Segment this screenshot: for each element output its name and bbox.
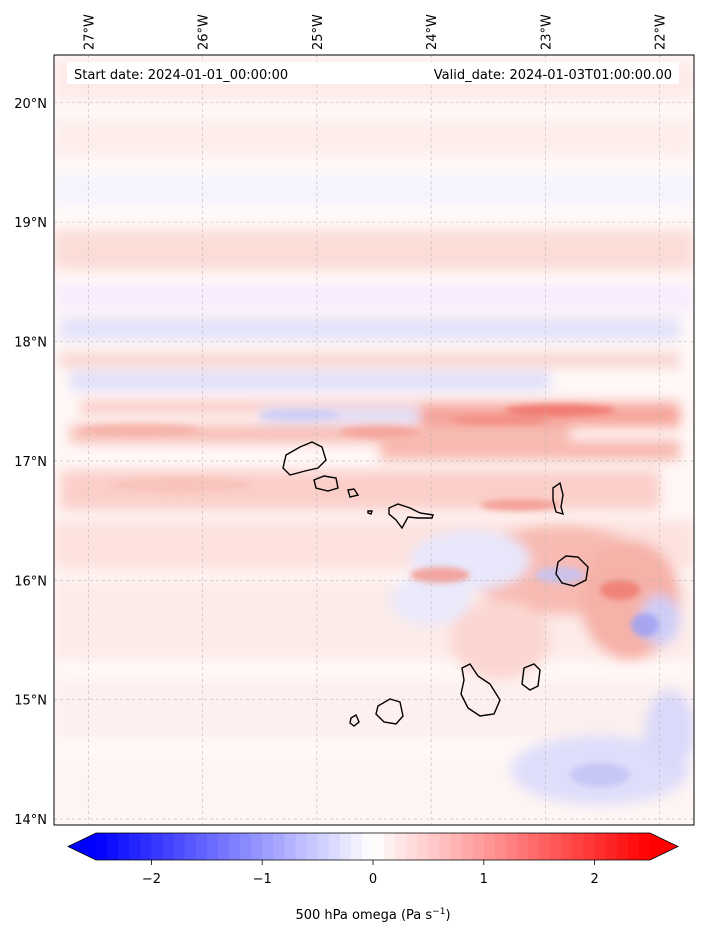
omega-field <box>54 55 694 825</box>
colorbar-outline <box>67 832 679 861</box>
valid-date-label: Valid_date: 2024-01-03T01:00:00.00 <box>434 68 672 83</box>
branco-islet <box>367 510 373 515</box>
colorbar-cell <box>206 833 219 860</box>
date-header-box <box>67 62 679 84</box>
colorbar-cell <box>151 833 163 860</box>
santiago-island <box>460 663 501 717</box>
colorbar-cell <box>350 833 363 860</box>
boa-vista-island <box>555 555 589 587</box>
colorbar-cell <box>262 833 274 860</box>
colorbar-cell <box>284 833 296 860</box>
colorbar-cell <box>317 833 330 860</box>
colorbar-low-extension <box>68 833 96 860</box>
santo-antao-island <box>282 441 327 476</box>
longitude-labels: 27°W 26°W 25°W 24°W 23°W 22°W <box>82 14 668 50</box>
colorbar-cell <box>450 833 463 860</box>
colorbar-cell <box>406 833 418 860</box>
coastlines <box>282 441 589 727</box>
longitude-label: 27°W <box>82 14 97 50</box>
colorbar-cell <box>273 833 285 860</box>
sao-nicolau-island <box>388 503 434 530</box>
colorbar-cell <box>561 833 573 860</box>
colorbar-cell <box>328 833 341 860</box>
longitude-label: 24°W <box>425 14 440 50</box>
latitude-label: 16°N <box>14 574 47 589</box>
colorbar-cell <box>173 833 186 860</box>
colorbar-cell <box>162 833 175 860</box>
colorbar-cell <box>251 833 263 860</box>
santa-luzia-island <box>347 488 360 498</box>
colorbar-cell <box>195 833 208 860</box>
colorbar-cell <box>605 833 618 860</box>
longitude-label: 22°W <box>654 14 669 50</box>
latitude-label: 14°N <box>14 813 47 828</box>
colorbar-cell <box>505 833 518 860</box>
colorbar-title: 500 hPa omega (Pa s−1) <box>295 907 450 923</box>
colorbar-cell <box>483 833 496 860</box>
colorbar-cell <box>616 833 629 860</box>
fogo-island <box>375 698 404 725</box>
colorbar-cell <box>96 833 108 860</box>
colorbar-cell <box>395 833 407 860</box>
colorbar-cell <box>140 833 152 860</box>
colorbar-cell <box>384 833 396 860</box>
colorbar-cell <box>428 833 440 860</box>
colorbar-cell <box>494 833 507 860</box>
colorbar-gradient <box>96 833 651 860</box>
sal-island <box>552 481 565 516</box>
colorbar-cell <box>373 833 385 860</box>
colorbar-cell <box>638 833 651 860</box>
latitude-labels: 20°N 19°N 18°N 17°N 16°N 15°N 14°N <box>14 97 47 828</box>
map-gridlines <box>54 55 694 825</box>
longitude-label: 25°W <box>311 14 326 50</box>
colorbar-cell <box>517 833 529 860</box>
colorbar-cell <box>627 833 640 860</box>
maio-island <box>521 663 541 691</box>
colorbar-cell <box>572 833 585 860</box>
colorbar-cell <box>417 833 429 860</box>
colorbar-cell <box>295 833 308 860</box>
colorbar-cell <box>594 833 607 860</box>
colorbar-cell <box>461 833 474 860</box>
colorbar-cell <box>107 833 119 860</box>
colorbar-tick-label: 1 <box>480 872 488 887</box>
colorbar: −2 −1 0 1 2 500 hPa omega (Pa s−1) <box>67 832 679 923</box>
colorbar-tick-label: 0 <box>369 872 377 887</box>
colorbar-tick-label: −2 <box>142 872 161 887</box>
colorbar-cell <box>118 833 130 860</box>
brava-island <box>349 713 360 727</box>
colorbar-cell <box>550 833 562 860</box>
latitude-label: 17°N <box>14 455 47 470</box>
colorbar-cell <box>228 833 241 860</box>
latitude-label: 15°N <box>14 694 47 709</box>
longitude-label: 26°W <box>197 14 212 50</box>
colorbar-ticks: −2 −1 0 1 2 <box>142 860 599 887</box>
colorbar-cell <box>439 833 452 860</box>
colorbar-tick-label: 2 <box>590 872 598 887</box>
colorbar-cell <box>306 833 319 860</box>
start-date-label: Start date: 2024-01-01_00:00:00 <box>74 68 288 83</box>
colorbar-cell <box>217 833 230 860</box>
latitude-label: 20°N <box>14 97 47 112</box>
colorbar-cell <box>339 833 352 860</box>
colorbar-cell <box>583 833 596 860</box>
latitude-label: 18°N <box>14 336 47 351</box>
map-frame <box>53 54 695 826</box>
colorbar-tick-label: −1 <box>253 872 272 887</box>
colorbar-cell <box>528 833 540 860</box>
sao-vicente-island <box>313 475 339 492</box>
latitude-label: 19°N <box>14 216 47 231</box>
colorbar-cell <box>240 833 252 860</box>
colorbar-cell <box>539 833 551 860</box>
colorbar-cell <box>361 833 374 860</box>
colorbar-high-extension <box>650 833 678 860</box>
colorbar-cell <box>129 833 141 860</box>
colorbar-cell <box>184 833 197 860</box>
longitude-label: 23°W <box>539 14 554 50</box>
colorbar-cell <box>472 833 485 860</box>
